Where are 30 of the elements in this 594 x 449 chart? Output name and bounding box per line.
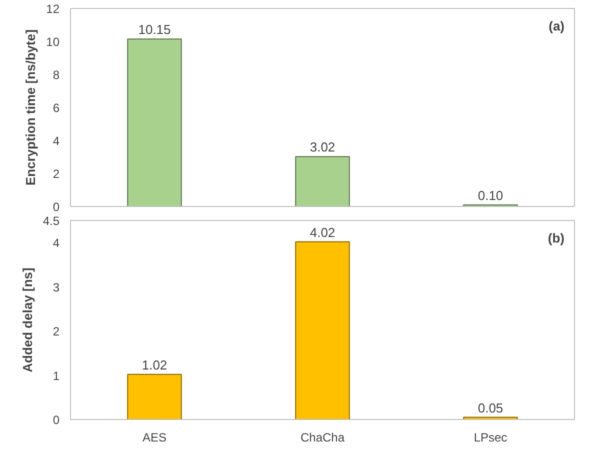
- y-tick-label: 12: [46, 2, 60, 16]
- data-label: 0.10: [478, 188, 504, 203]
- x-tick-label: LPsec: [474, 430, 508, 444]
- bar: [295, 156, 350, 206]
- annotation: (b): [548, 230, 565, 246]
- y-axis-title: Added delay [ns]: [20, 268, 35, 372]
- data-label: 10.15: [138, 22, 171, 38]
- y-tick-label: 0: [52, 200, 60, 214]
- y-tick-label: 4.5: [42, 214, 60, 228]
- bar: [127, 374, 182, 420]
- y-tick-label: 4: [52, 236, 60, 250]
- y-tick-label: 8: [52, 68, 60, 82]
- annotation: (a): [548, 18, 564, 34]
- y-tick-label: 1: [52, 368, 60, 383]
- data-label: 3.02: [310, 140, 336, 155]
- y-tick-label: 4: [52, 134, 60, 148]
- y-tick-label: 0: [52, 413, 60, 427]
- y-tick-label: 2: [52, 167, 60, 181]
- bar: [127, 38, 182, 206]
- data-label: 1.02: [142, 357, 168, 372]
- data-label: 4.02: [310, 224, 336, 240]
- data-label: 0.05: [478, 400, 504, 416]
- y-axis-title: Encryption time [ns/byte]: [23, 29, 38, 186]
- y-tick-label: 10: [46, 35, 60, 49]
- y-tick-label: 2: [52, 324, 60, 339]
- x-tick-label: AES: [142, 430, 167, 444]
- bar: [295, 241, 350, 420]
- x-tick-label: ChaCha: [300, 430, 345, 444]
- y-tick-label: 3: [52, 280, 60, 294]
- y-tick-label: 6: [52, 101, 60, 115]
